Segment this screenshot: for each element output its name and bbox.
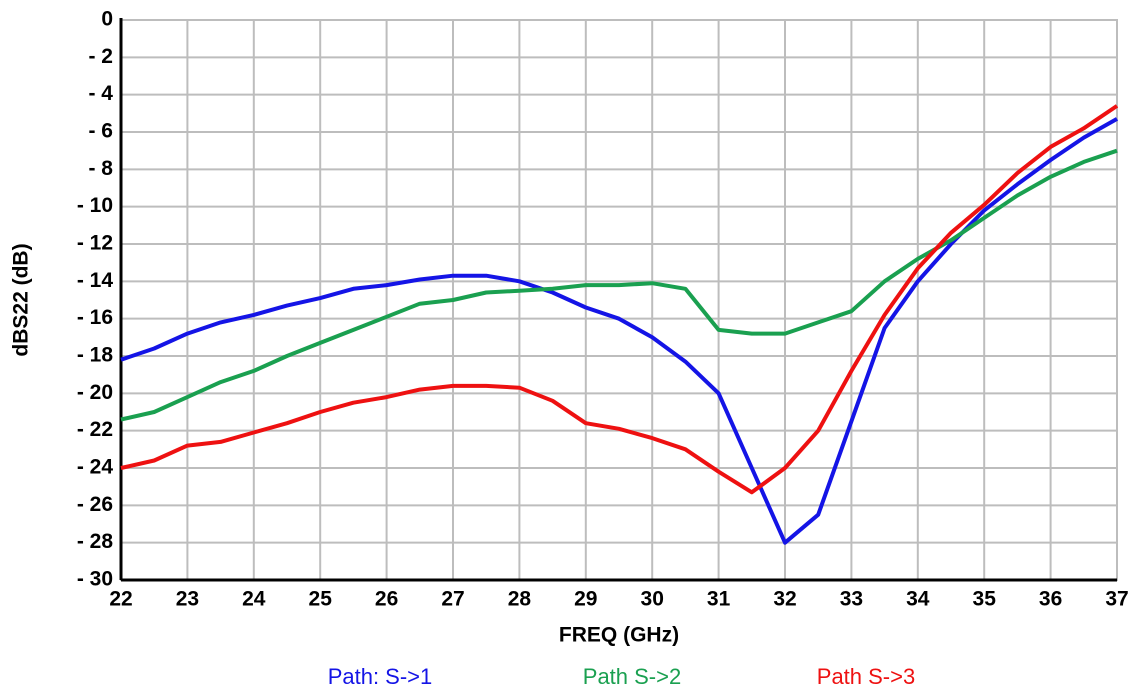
x-tick-label: 34 [906,588,930,611]
y-tick-label: - 28 [77,530,114,553]
y-tick-label: - 26 [77,493,113,516]
x-tick-label: 23 [176,588,199,611]
x-tick-label: 28 [508,588,532,611]
y-tick-label: - 4 [88,82,113,105]
x-tick-label: 26 [375,588,398,611]
x-tick-label: 30 [641,588,664,611]
x-tick-label: 37 [1105,588,1128,611]
y-tick-label: - 6 [88,120,113,143]
y-axis-label: dBS22 (dB) [10,243,33,356]
y-tick-label: - 10 [77,194,113,217]
line [120,117,1118,545]
x-axis-label: FREQ (GHz) [559,624,679,647]
x-tick-label: 27 [441,588,464,611]
x-tick-label: 29 [574,588,597,611]
x-tick-label: 35 [973,588,997,611]
x-tick-label: 36 [1039,588,1062,611]
y-tick-label: - 2 [88,45,113,68]
y-tick-label: - 8 [88,157,113,180]
x-tick-label: 32 [773,588,796,611]
x-tick-label: 31 [707,588,731,611]
y-tick-label: - 30 [77,568,113,591]
x-tick-label: 25 [309,588,333,611]
x-tick-label: 22 [109,588,132,611]
y-tick-label: - 16 [77,306,113,329]
line [120,104,1119,495]
x-tick-label: 24 [242,588,266,611]
y-tick-label: - 20 [77,381,113,404]
y-tick-label: - 18 [77,344,114,367]
legend-entry: Path S->3 [817,664,915,689]
y-tick-label: - 22 [77,418,113,441]
y-tick-label: - 12 [77,232,113,255]
y-tick-label: - 24 [77,456,114,479]
y-tick-label: 0 [101,8,113,31]
line [120,148,1118,422]
y-tick-label: - 14 [77,269,114,292]
x-tick-label: 33 [840,588,863,611]
legend-entry: Path S->2 [583,664,681,689]
legend-entry: Path: S->1 [328,664,433,689]
plot-frame [120,19,1118,581]
